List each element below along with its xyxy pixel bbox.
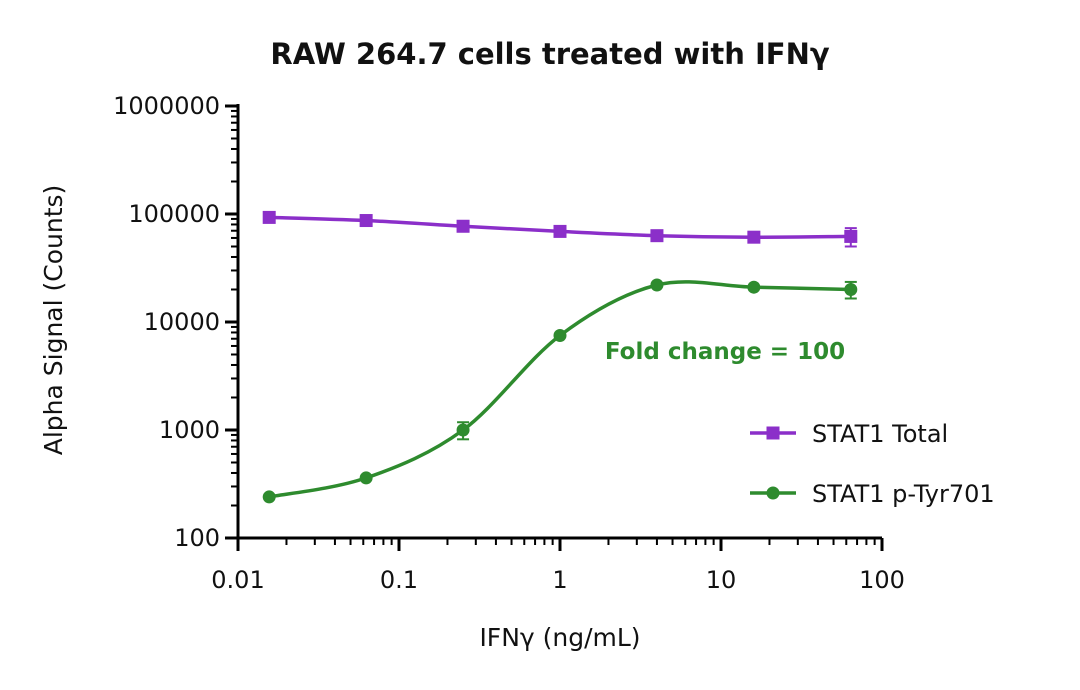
stat1-ptyr701-line xyxy=(268,280,851,499)
legend-label: STAT1 Total xyxy=(812,420,948,448)
legend-marker xyxy=(766,426,780,440)
x-axis-label: IFNγ (ng/mL) xyxy=(479,623,640,652)
legend: STAT1 Total STAT1 p-Tyr701 xyxy=(750,420,995,508)
stat1-total-point xyxy=(844,229,858,243)
plot-area xyxy=(262,210,858,504)
stat1-ptyr701-point xyxy=(262,490,276,504)
x-tick-label: 10 xyxy=(706,566,737,594)
legend-item-stat1-ptyr701: STAT1 p-Tyr701 xyxy=(750,480,995,508)
stat1-total-point xyxy=(553,224,567,238)
stat1-total-point xyxy=(262,210,276,224)
y-tick-label: 100000 xyxy=(128,200,220,228)
stat1-ptyr701-point xyxy=(747,280,761,294)
legend-item-stat1-total: STAT1 Total xyxy=(750,420,948,448)
stat1-ptyr701-point xyxy=(650,278,664,292)
chart-title: RAW 264.7 cells treated with IFNγ xyxy=(270,37,829,71)
stat1-ptyr701-point xyxy=(553,328,567,342)
fold-change-annotation: Fold change = 100 xyxy=(605,339,845,365)
y-tick-label: 1000000 xyxy=(113,92,220,120)
stat1-ptyr701-point xyxy=(844,282,858,296)
y-axis-label: Alpha Signal (Counts) xyxy=(39,185,68,456)
x-tick-label: 100 xyxy=(859,566,905,594)
stat1-ptyr701-point xyxy=(359,471,373,485)
y-tick-label: 10000 xyxy=(144,308,220,336)
stat1-total-point xyxy=(456,219,470,233)
stat1-ptyr701-point xyxy=(456,423,470,437)
stat1-total-point xyxy=(359,214,373,228)
x-tick-label: 0.1 xyxy=(380,566,418,594)
x-tick-label: 1 xyxy=(552,566,567,594)
axes: 100 1000 10000 100000 1000000 0.01 0.1 1 10 100 xyxy=(113,92,905,594)
stat1-total-point xyxy=(747,230,761,244)
legend-marker xyxy=(766,486,780,500)
stat1-total-point xyxy=(650,229,664,243)
y-tick-label: 100 xyxy=(174,524,220,552)
legend-label: STAT1 p-Tyr701 xyxy=(812,480,995,508)
x-tick-label: 0.01 xyxy=(211,566,264,594)
y-tick-label: 1000 xyxy=(159,416,220,444)
